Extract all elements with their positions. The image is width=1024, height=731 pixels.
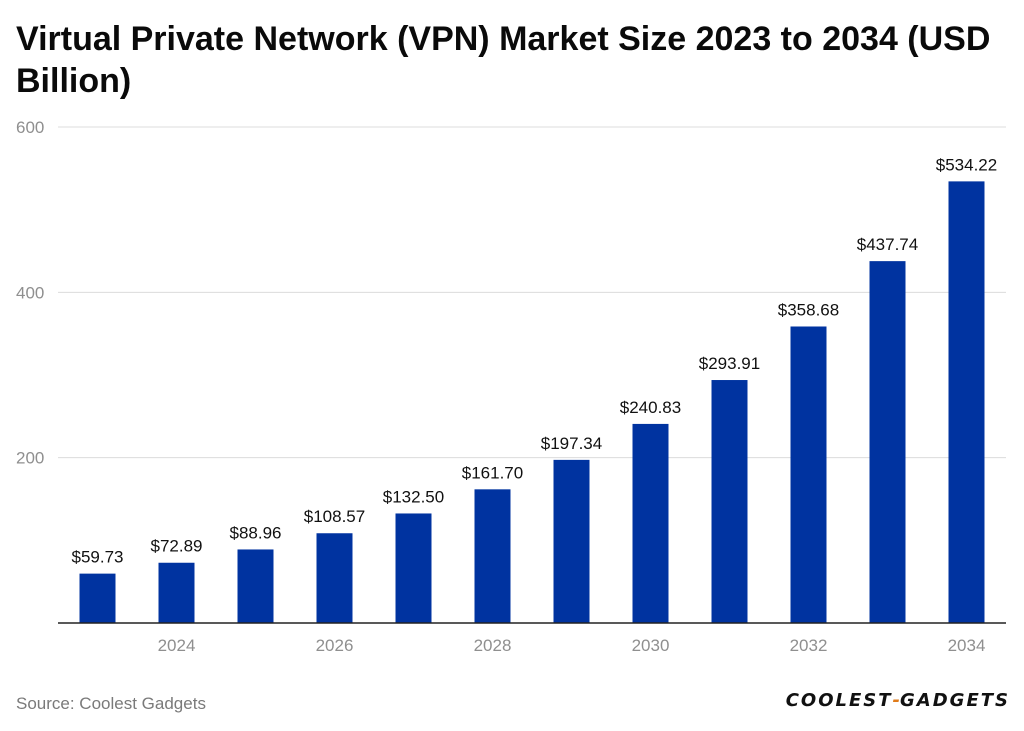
bars — [79, 181, 985, 624]
bar-2030 — [632, 423, 669, 623]
bar-2025 — [237, 549, 274, 623]
y-tick-label: 600 — [16, 118, 44, 137]
data-label-2025: $88.96 — [230, 523, 282, 542]
data-label-2034: $534.22 — [936, 155, 997, 174]
bar-2029 — [553, 459, 590, 623]
bar-2024 — [158, 562, 195, 623]
x-tick-label: 2034 — [948, 636, 986, 655]
y-tick-label: 400 — [16, 283, 44, 302]
source-note: Source: Coolest Gadgets — [16, 694, 206, 713]
bar-2034 — [948, 181, 985, 624]
x-tick-label: 2024 — [158, 636, 196, 655]
x-tick-label: 2026 — [316, 636, 354, 655]
logo-separator: - — [892, 690, 901, 711]
data-label-2030: $240.83 — [620, 398, 681, 417]
data-label-2028: $161.70 — [462, 463, 523, 482]
bar-2032 — [790, 326, 827, 623]
x-tick-label: 2030 — [632, 636, 670, 655]
bar-2023 — [79, 573, 116, 623]
data-label-2033: $437.74 — [857, 235, 918, 254]
data-labels: $59.73 $72.89 $88.96 $108.57 $132.50 $161.70 $… — [72, 155, 998, 566]
gridlines — [58, 126, 1006, 459]
bar-2028 — [474, 489, 511, 623]
brand-logo: COOLEST-GADGETS — [786, 690, 1010, 711]
x-tick-label: 2028 — [474, 636, 512, 655]
bar-2033 — [869, 261, 906, 623]
data-label-2026: $108.57 — [304, 507, 365, 526]
bar-2026 — [316, 533, 353, 623]
data-label-2027: $132.50 — [383, 487, 444, 506]
chart-title: Virtual Private Network (VPN) Market Siz… — [16, 20, 991, 100]
bar-2027 — [395, 513, 432, 623]
logo-text-part1: COOLEST — [785, 690, 893, 711]
x-axis-ticks: 2024 2026 2028 2030 2032 2034 — [158, 636, 986, 655]
data-label-2032: $358.68 — [778, 300, 839, 319]
y-tick-label: 200 — [16, 449, 44, 468]
y-axis-ticks: 200 400 600 — [16, 118, 44, 468]
x-tick-label: 2032 — [790, 636, 828, 655]
data-label-2029: $197.34 — [541, 434, 602, 453]
data-label-2024: $72.89 — [151, 537, 203, 556]
data-label-2023: $59.73 — [72, 548, 124, 567]
logo-text-part2: GADGETS — [900, 690, 1010, 711]
bar-2031 — [711, 380, 748, 623]
data-label-2031: $293.91 — [699, 354, 760, 373]
